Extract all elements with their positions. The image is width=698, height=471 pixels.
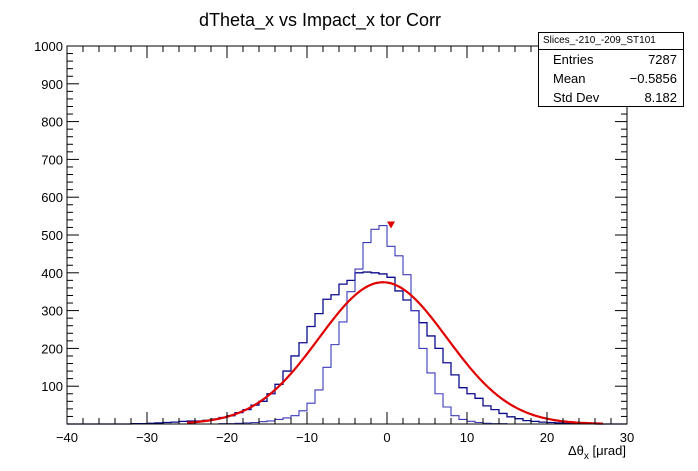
stats-box: Slices_-210_-209_ST101 Entries 7287 Mean…	[538, 32, 684, 107]
x-tick-label: 10	[460, 430, 474, 445]
y-tick-label: 900	[41, 77, 63, 92]
x-axis-label-main: Δθ	[568, 443, 584, 458]
x-tick-label: −30	[136, 430, 158, 445]
y-tick-label: 200	[41, 341, 63, 356]
stats-value: 7287	[648, 52, 677, 67]
x-axis-label: Δθx [μrad]	[568, 443, 626, 462]
x-tick-label: −20	[216, 430, 238, 445]
y-tick-label: 100	[41, 379, 63, 394]
x-tick-label: 0	[383, 430, 390, 445]
x-axis-label-sub: x	[584, 451, 589, 462]
x-tick-label: −40	[56, 430, 78, 445]
y-tick-label: 400	[41, 266, 63, 281]
x-tick-label: 30	[620, 430, 634, 445]
stats-row-stddev: Std Dev 8.182	[539, 88, 683, 107]
y-tick-label: 600	[41, 190, 63, 205]
x-axis-label-unit: [μrad]	[589, 443, 626, 458]
stats-value: 8.182	[644, 90, 677, 105]
stats-label: Mean	[553, 71, 586, 86]
x-tick-label: −10	[296, 430, 318, 445]
y-tick-label: 500	[41, 228, 63, 243]
y-tick-label: 800	[41, 115, 63, 130]
gaussian-fit-curve	[186, 281, 604, 425]
x-tick-label: 20	[540, 430, 554, 445]
stats-label: Std Dev	[553, 90, 600, 105]
stats-label: Entries	[553, 52, 594, 67]
stats-row-entries: Entries 7287	[539, 50, 683, 69]
chart-title: dTheta_x vs Impact_x tor Corr	[199, 10, 441, 31]
histogram-series-2	[67, 225, 627, 425]
stats-box-name: Slices_-210_-209_ST101	[539, 33, 683, 50]
y-tick-label: 300	[41, 304, 63, 319]
plot-area	[67, 221, 627, 425]
peak-marker	[387, 221, 395, 229]
y-tick-label: 700	[41, 152, 63, 167]
y-tick-label: 1000	[34, 39, 63, 54]
stats-value: −0.5856	[629, 71, 677, 86]
stats-row-mean: Mean −0.5856	[539, 69, 683, 88]
